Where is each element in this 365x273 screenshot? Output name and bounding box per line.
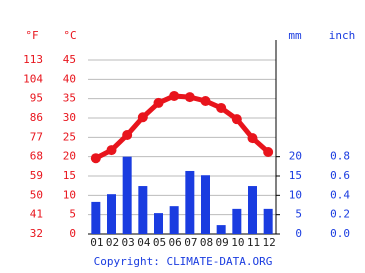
y2-tick-label: 20 [289, 150, 302, 163]
x-tick-label: 02 [106, 236, 119, 249]
point [231, 114, 242, 125]
x-tick-label: 08 [200, 236, 213, 249]
footer: Copyright: CLIMATE-DATA.ORG [94, 255, 273, 268]
bar [201, 175, 210, 234]
y-tick-label: 50 [30, 188, 43, 201]
unit-label: °F [25, 29, 38, 42]
y-tick-label: 25 [63, 130, 76, 143]
bar [138, 186, 148, 234]
y-tick-label: 77 [30, 130, 43, 143]
y-tick-label: 20 [63, 150, 76, 163]
point [106, 145, 117, 156]
bar [248, 186, 257, 234]
y2-tick-label: 0.8 [330, 150, 350, 163]
bar [216, 225, 226, 234]
x-tick-label: 12 [263, 236, 276, 249]
unit-label: °C [63, 29, 76, 42]
y-tick-label: 45 [63, 53, 76, 66]
y-tick-label: 0 [69, 227, 76, 240]
y2-tick-label: 0.6 [330, 169, 350, 182]
bar [91, 201, 101, 234]
x-tick-label: 03 [122, 236, 135, 249]
bar [154, 213, 163, 234]
y-tick-label: 5 [69, 208, 76, 221]
point [90, 153, 101, 164]
y-tick-label: 35 [63, 92, 76, 105]
point [263, 147, 274, 158]
bar [185, 170, 195, 234]
y2-tick-label: 0.4 [330, 188, 350, 201]
point [216, 102, 227, 113]
x-tick-label: 07 [184, 236, 197, 249]
x-tick-label: 10 [231, 236, 244, 249]
y2-tick-label: 5 [295, 208, 302, 221]
point [153, 97, 164, 108]
y-tick-label: 68 [30, 150, 43, 163]
point [137, 112, 148, 123]
y-tick-label: 95 [30, 92, 43, 105]
point [184, 92, 195, 103]
point [200, 95, 211, 106]
y-tick-label: 10 [63, 188, 76, 201]
line [94, 93, 270, 161]
x-tick-label: 06 [169, 236, 182, 249]
y-tick-label: 30 [63, 111, 76, 124]
point [169, 90, 180, 101]
y-tick-label: 32 [30, 227, 43, 240]
unit-label: inch [329, 29, 356, 42]
bar [122, 156, 132, 234]
bar [232, 208, 242, 234]
x-tick-label: 11 [247, 236, 260, 249]
point [122, 130, 133, 141]
y2-tick-label: 0.0 [330, 227, 350, 240]
y-tick-label: 59 [30, 169, 43, 182]
y2-tick-label: 15 [289, 169, 302, 182]
x-tick-label: 09 [216, 236, 229, 249]
y2-tick-label: 0.2 [330, 208, 350, 221]
y-tick-label: 113 [23, 53, 43, 66]
y-tick-label: 15 [63, 169, 76, 182]
y-tick-label: 104 [23, 72, 43, 85]
y2-tick-label: 0 [295, 227, 302, 240]
y-tick-label: 86 [30, 111, 43, 124]
bar [107, 194, 116, 234]
y-tick-label: 40 [63, 72, 76, 85]
bar [263, 208, 273, 234]
x-tick-label: 04 [137, 236, 151, 249]
y2-tick-label: 10 [289, 188, 302, 201]
x-tick-label: 01 [90, 236, 103, 249]
x-tick-label: 05 [153, 236, 166, 249]
point [247, 133, 258, 144]
y-tick-label: 41 [30, 208, 43, 221]
unit-label: mm [288, 29, 302, 42]
bar [169, 206, 179, 234]
